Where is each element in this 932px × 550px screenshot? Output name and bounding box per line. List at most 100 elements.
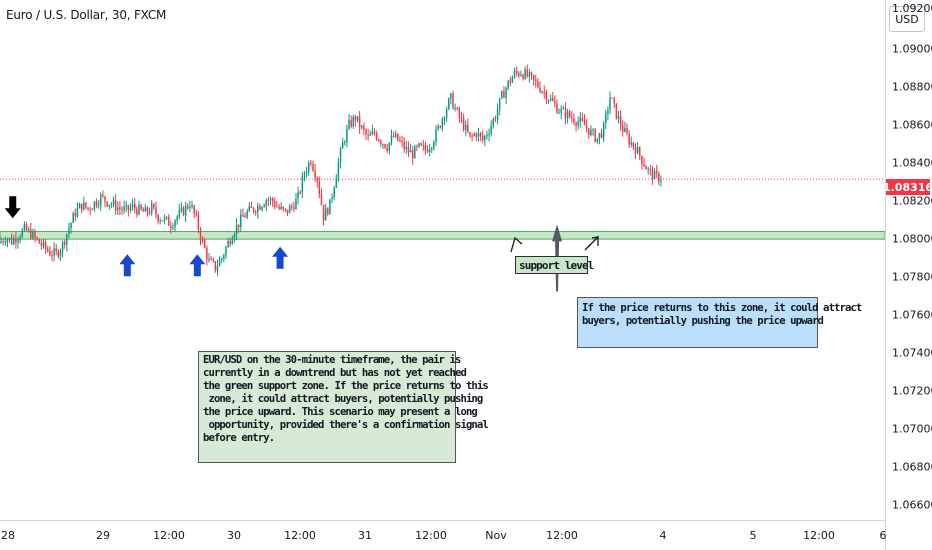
candle-body — [615, 103, 618, 119]
candle-body — [628, 133, 630, 145]
candle-body — [312, 164, 314, 171]
candle-body — [433, 142, 435, 148]
analysis-note-line: the price upward. This scenario may pres… — [203, 406, 478, 418]
candle-body — [611, 97, 613, 99]
support-zone[interactable] — [0, 231, 886, 240]
candle-body — [481, 135, 484, 141]
candle-body — [598, 133, 601, 139]
candle-body — [182, 207, 185, 216]
up-arrow-icon — [119, 254, 136, 277]
candle-body — [55, 248, 57, 252]
candle-body — [513, 70, 516, 78]
candle-body — [484, 135, 486, 141]
candle-body — [195, 213, 198, 215]
candle-body — [138, 205, 140, 215]
candle-body — [346, 128, 348, 143]
candle-body — [344, 142, 346, 144]
candle-body — [397, 133, 399, 141]
support-level-note[interactable]: support level — [515, 256, 594, 274]
chart-title: Euro / U.S. Dollar, 30, FXCM — [6, 8, 167, 22]
candle-body — [605, 113, 607, 124]
support-drawing-marks[interactable] — [510, 235, 599, 253]
candle-body — [40, 243, 43, 246]
candle-body — [267, 200, 270, 202]
candle-body — [566, 111, 569, 119]
analysis-note-line: EUR/USD on the 30-minute timeframe, the … — [203, 354, 461, 366]
candle-body — [80, 203, 83, 210]
candle-body — [280, 206, 282, 209]
zone-note[interactable]: If the price returns to this zone, it co… — [577, 297, 862, 348]
candle-body — [63, 242, 66, 245]
candle-body — [341, 142, 344, 149]
candle-body — [165, 216, 168, 218]
candle-body — [492, 118, 495, 126]
candle-body — [518, 72, 520, 76]
candle-body — [206, 247, 208, 260]
candle-body — [212, 259, 214, 262]
candle-body — [420, 143, 422, 146]
price-tick-label: 1.08200 — [892, 194, 932, 208]
candle-body — [448, 98, 450, 110]
candle-body — [27, 229, 30, 231]
time-axis-divider — [0, 520, 885, 521]
currency-button[interactable]: USD — [889, 6, 925, 32]
candle-body — [197, 214, 200, 230]
candle-body — [89, 208, 91, 210]
candle-body — [295, 198, 297, 210]
candle-body — [588, 128, 590, 136]
candle-body — [180, 207, 183, 211]
candle-body — [363, 126, 365, 130]
candle-body — [564, 108, 567, 119]
candle-body — [384, 144, 386, 148]
candle-body — [265, 200, 268, 206]
candle-body — [104, 196, 106, 202]
candle-body — [630, 142, 632, 145]
candle-body — [112, 200, 115, 205]
candle-body — [424, 145, 427, 151]
up-arrow-icon — [189, 254, 206, 277]
price-tick-label: 1.08600 — [892, 118, 932, 132]
candle-body — [511, 77, 514, 83]
candle-body — [348, 119, 350, 129]
candle-body — [416, 146, 418, 148]
down-arrow-icon — [4, 196, 21, 219]
candle-body — [161, 220, 164, 222]
candle-body — [456, 107, 458, 110]
candle-body — [95, 201, 98, 206]
candle-body — [337, 162, 340, 178]
candle-body — [320, 194, 323, 205]
candle-body — [6, 239, 9, 243]
candle-body — [579, 117, 582, 122]
candle-body — [25, 224, 28, 231]
candle-body — [46, 248, 49, 252]
candle-body — [409, 150, 412, 153]
candle-body — [380, 140, 382, 145]
candle-body — [261, 207, 263, 210]
candle-body — [129, 207, 132, 211]
candle-body — [418, 143, 420, 147]
candle-body — [38, 239, 40, 244]
candle-body — [4, 242, 7, 244]
candle-body — [19, 236, 21, 240]
time-tick-label: 12:00 — [153, 529, 185, 542]
candle-body — [543, 91, 545, 93]
candle-body — [367, 134, 369, 136]
candle-body — [187, 205, 189, 209]
candle-body — [150, 204, 153, 214]
candle-body — [535, 79, 537, 82]
candle-body — [575, 123, 577, 126]
candle-body — [21, 229, 24, 237]
candle-body — [660, 181, 662, 183]
candle-body — [44, 241, 47, 249]
price-tick-label: 1.09000 — [892, 42, 932, 56]
candle-body — [494, 118, 497, 120]
price-tick-label: 1.09200 — [892, 2, 932, 16]
candle-body — [371, 131, 374, 135]
candle-body — [178, 210, 181, 217]
candle-body — [57, 251, 60, 257]
candle-body — [653, 171, 656, 180]
candle-body — [452, 93, 454, 109]
analysis-note[interactable]: EUR/USD on the 30-minute timeframe, the … — [198, 351, 489, 463]
candle-body — [85, 202, 87, 208]
